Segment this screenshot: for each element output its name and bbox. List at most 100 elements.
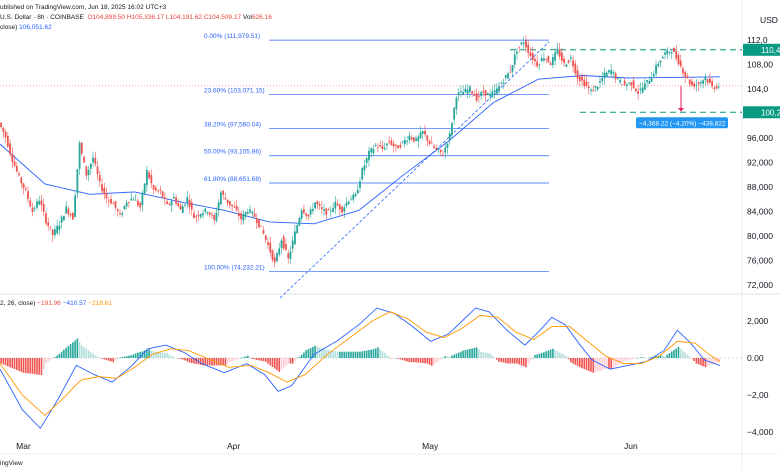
macd-hist-value: −191.96 [37,300,61,307]
candle-body [161,191,164,198]
macd-histogram-bar [518,358,521,365]
macd-histogram-bar [0,358,2,364]
candle-body [9,143,11,154]
macd-histogram-bar [300,354,303,358]
candle-body [578,76,581,82]
macd-histogram-bar [390,358,393,359]
candle-body [18,173,20,176]
macd-histogram-bar [352,351,355,358]
candle-body [590,89,592,92]
candle-body [345,202,348,206]
candle-body [439,149,442,153]
candle-body [36,201,38,208]
macd-histogram-bar [453,354,455,358]
candle-body [415,138,417,141]
macd-histogram-bar [36,358,38,375]
macd-signal-value: −218.61 [88,300,112,307]
candle-body [417,136,420,142]
moving-average [0,75,721,225]
candle-body [40,200,43,205]
candle-body [652,73,655,77]
candle-body [585,81,588,86]
candle-body [482,91,485,93]
candle-body [211,214,213,216]
macd-histogram-bar [489,353,491,358]
macd-histogram-bar [478,349,480,358]
macd-histogram-bar [534,354,536,358]
macd-line-value: −410.57 [62,300,87,307]
candle-body [437,149,440,150]
candle-body [123,205,126,210]
time-tick-label: Mar [16,441,31,451]
macd-histogram-bar [87,350,90,358]
time-axis[interactable]: Mar Apr May Jun [16,441,638,451]
candle-body [666,49,669,55]
macd-histogram-bar [433,358,435,365]
macd-histogram-bar [679,348,682,358]
candle-body [693,83,696,87]
macd-histogram-bar [296,358,298,360]
candle-body [343,207,346,212]
macd-histogram-bar [408,358,411,363]
candle-body [177,203,180,206]
macd-histogram-bar [83,347,85,358]
candle-body [233,206,236,208]
macd-histogram-bar [56,355,58,358]
candle-body [583,79,586,87]
candle-body [424,130,426,135]
candle-body [58,225,61,231]
macd-histogram-bar [332,350,334,358]
price-axis[interactable]: 112,0108,00104,0100,096,00092,00088,0008… [747,35,773,290]
fibonacci-retracement[interactable]: 0.00% (111,979.51) 23.60% (103,071.15) 38.… [204,33,549,272]
macd-histogram-bar [531,358,534,359]
candle-body [271,250,274,261]
candle-body [477,95,480,97]
fib-trend-dashed-line[interactable] [279,41,550,299]
macd-histogram-bar [379,349,381,358]
macd-histogram-bar [247,355,249,358]
candle-body [702,80,705,84]
horizontal-levels[interactable] [0,49,742,113]
macd-histogram-bar [130,355,132,358]
candle-body [569,57,572,59]
candle-body [500,83,503,85]
price-tag-label: 110,4 [761,46,780,55]
candle-body [684,72,687,77]
candle-body [489,94,491,97]
candle-body [403,139,406,145]
macd-histogram-bar [177,358,180,359]
macd-histogram-bar [49,358,52,361]
macd-histogram-bar [498,358,500,362]
candle-body [294,231,296,245]
candle-body [314,202,317,209]
macd-histogram-bar [554,349,556,358]
measure-tool[interactable]: −4,368.22 (−4.20%) −438,822 [636,85,728,129]
macd-histogram-bar [374,348,377,358]
macd-axis[interactable]: 2,000 0.00 −2,00 −4,000 [747,316,774,437]
macd-histogram-bar [397,358,399,359]
candle-body [545,59,548,60]
trend-line[interactable] [279,41,550,299]
candle-body [520,42,523,45]
candle-body [143,183,146,194]
candle-body [603,72,606,79]
macd-histogram-bar [711,358,713,365]
macd-histogram-bar [128,355,130,358]
candle-body [226,199,229,204]
candle-body [217,202,220,211]
candle-body [509,71,512,73]
macd-histogram-bar [150,350,153,358]
macd-histogram-bar [697,358,700,365]
macd-histogram-bar [572,358,574,364]
macd-histogram-bar [635,358,637,359]
candle-body [89,163,92,169]
macd-histogram-bar [195,358,198,365]
candle-body [596,86,599,90]
macd-histogram-bar [632,358,635,359]
candle-body [704,77,707,81]
macd-histogram-bar [24,358,27,374]
macd-histogram-bar [193,358,195,364]
macd-histogram-bar [684,352,687,358]
macd-histogram-bar [646,358,648,359]
